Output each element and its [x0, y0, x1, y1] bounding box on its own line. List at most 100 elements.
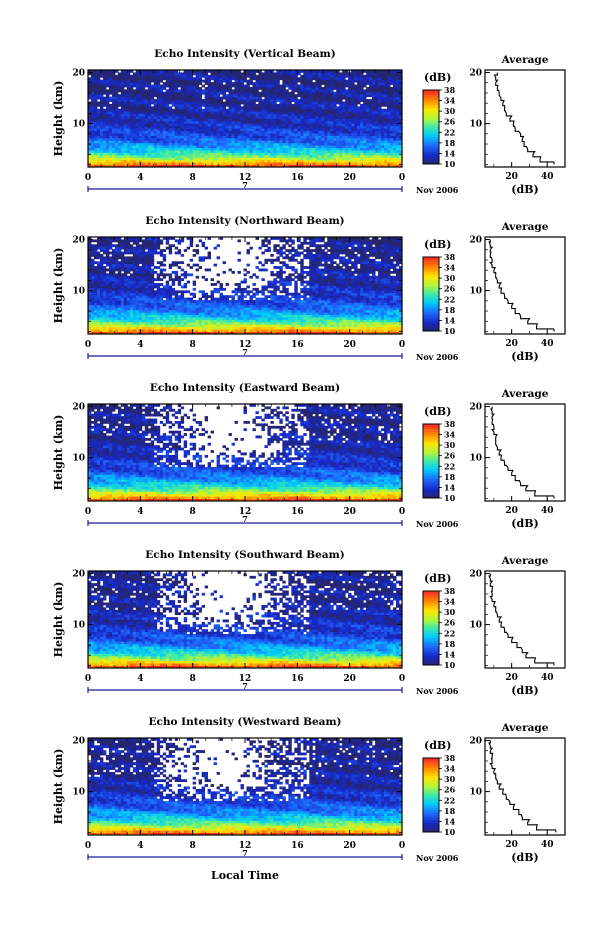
colorbar-tick-label: 30	[444, 273, 456, 283]
x-tick-label: 4	[137, 173, 143, 183]
profile-y-tick-label: 10	[469, 621, 482, 631]
profile-x-tick-label: 20	[505, 172, 518, 182]
x-tick-label: 20	[343, 340, 356, 350]
heatmap-field	[88, 571, 403, 669]
profile-x-axis-label: (dB)	[511, 684, 538, 697]
x-tick-label: 0	[85, 841, 91, 851]
x-tick-label: 0	[399, 507, 405, 517]
x-tick-label: 12	[239, 173, 252, 183]
x-tick-label: 16	[291, 173, 304, 183]
colorbar	[422, 757, 440, 833]
x-tick-label: 4	[137, 841, 143, 851]
profile-title: Average	[501, 555, 549, 567]
panel-title: Echo Intensity (Southward Beam)	[145, 549, 344, 561]
profile-x-tick-label: 40	[541, 506, 554, 516]
colorbar-tick-label: 30	[444, 607, 456, 617]
x-tick-label: 4	[137, 507, 143, 517]
profile-y-tick-label: 20	[469, 236, 482, 246]
y-tick-label: 10	[72, 788, 85, 798]
heatmap-field	[88, 738, 403, 836]
x-tick-label: 4	[137, 674, 143, 684]
colorbar-tick-label: 38	[444, 419, 456, 429]
colorbar-tick-label: 38	[444, 85, 456, 95]
heatmap-field	[88, 237, 403, 335]
profile-x-axis-label: (dB)	[511, 851, 538, 864]
profile-frame	[484, 69, 566, 168]
x-tick-label: 8	[190, 674, 196, 684]
colorbar-tick-label: 26	[444, 618, 456, 628]
y-tick-label: 20	[72, 69, 85, 79]
profile-x-axis-label: (dB)	[511, 350, 538, 363]
x-tick-label: 8	[190, 173, 196, 183]
colorbar-tick-label: 18	[444, 472, 456, 482]
profile-x-axis-label: (dB)	[511, 183, 538, 196]
colorbar-tick-label: 34	[444, 430, 456, 440]
colorbar-tick-label: 22	[444, 294, 455, 304]
colorbar-tick-label: 22	[444, 795, 455, 805]
profile-y-tick-label: 10	[469, 454, 482, 464]
profile-y-tick-label: 10	[469, 788, 482, 798]
colorbar-tick-label: 10	[444, 827, 456, 837]
colorbar-tick-label: 14	[444, 148, 456, 158]
y-tick-label: 20	[72, 236, 85, 246]
colorbar-tick-label: 26	[444, 284, 456, 294]
profile-frame	[484, 403, 566, 502]
profile-y-tick-label: 20	[469, 403, 482, 413]
x-tick-label: 0	[85, 173, 91, 183]
x-tick-label: 16	[291, 841, 304, 851]
y-tick-label: 20	[72, 403, 85, 413]
x-tick-label: 20	[343, 173, 356, 183]
profile-line	[493, 72, 555, 165]
x-tick-label: 12	[239, 507, 252, 517]
profile-y-tick-label: 20	[469, 570, 482, 580]
colorbar-label: (dB)	[424, 572, 451, 585]
colorbar-tick-label: 18	[444, 806, 456, 816]
x-tick-label: 12	[239, 841, 252, 851]
heatmap-field	[88, 404, 403, 502]
panel-title: Echo Intensity (Northward Beam)	[145, 215, 344, 227]
panel-title: Echo Intensity (Westward Beam)	[148, 716, 341, 728]
x-tick-label: 16	[291, 340, 304, 350]
colorbar-label: (dB)	[424, 71, 451, 84]
colorbar-tick-label: 10	[444, 326, 456, 336]
month-label: Nov 2006	[416, 853, 459, 863]
profile-x-tick-label: 20	[505, 840, 518, 850]
profile-title: Average	[501, 722, 549, 734]
colorbar-tick-label: 34	[444, 764, 456, 774]
colorbar-tick-label: 38	[444, 753, 456, 763]
month-label: Nov 2006	[416, 352, 459, 362]
colorbar-label: (dB)	[424, 238, 451, 251]
profile-x-tick-label: 40	[541, 673, 554, 683]
y-tick-label: 10	[72, 454, 85, 464]
colorbar	[422, 89, 440, 165]
x-tick-label: 0	[399, 674, 405, 684]
profile-y-tick-label: 20	[469, 69, 482, 79]
profile-line	[490, 406, 555, 499]
profile-title: Average	[501, 388, 549, 400]
profile-line	[488, 740, 557, 833]
x-tick-label: 0	[85, 507, 91, 517]
profile-x-tick-label: 40	[541, 840, 554, 850]
panel-title: Echo Intensity (Vertical Beam)	[154, 48, 335, 60]
profile-line	[488, 573, 555, 666]
colorbar-tick-label: 34	[444, 263, 456, 273]
panel-2: Echo Intensity (Northward Beam) 10 20 Heigh…	[52, 215, 566, 363]
x-tick-label: 0	[399, 340, 405, 350]
profile-x-tick-label: 40	[541, 172, 554, 182]
colorbar-tick-label: 22	[444, 628, 455, 638]
x-tick-label: 8	[190, 340, 196, 350]
month-label: Nov 2006	[416, 519, 459, 529]
profile-y-tick-label: 20	[469, 737, 482, 747]
month-label: Nov 2006	[416, 185, 459, 195]
x-tick-label: 8	[190, 841, 196, 851]
panel-3: Echo Intensity (Eastward Beam) 10 20 Height…	[52, 382, 566, 530]
colorbar-tick-label: 14	[444, 315, 456, 325]
profile-y-tick-label: 10	[469, 287, 482, 297]
y-axis-label: Height (km)	[52, 248, 65, 324]
colorbar-tick-label: 10	[444, 159, 456, 169]
y-tick-label: 20	[72, 737, 85, 747]
colorbar-tick-label: 26	[444, 785, 456, 795]
colorbar-tick-label: 38	[444, 586, 456, 596]
colorbar-tick-label: 10	[444, 493, 456, 503]
